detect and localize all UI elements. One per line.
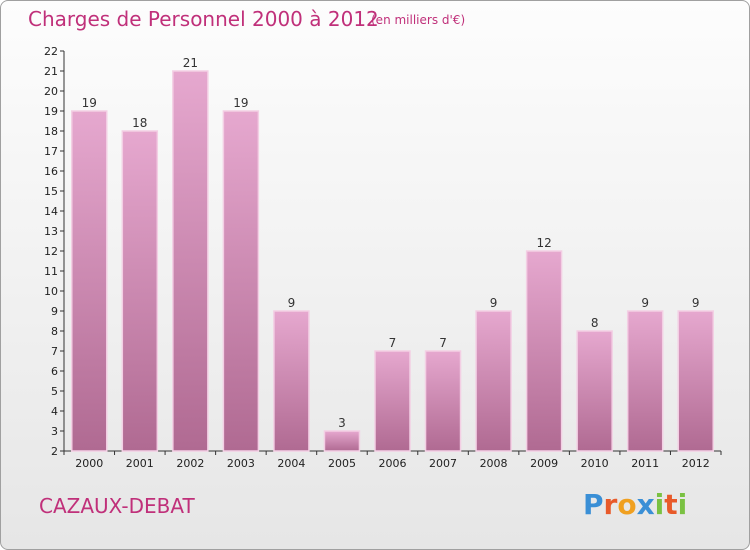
- x-tick-label: 2012: [682, 457, 710, 470]
- x-tick-label: 2011: [631, 457, 659, 470]
- logo-letter: i: [654, 488, 665, 521]
- x-tick-label: 2005: [328, 457, 356, 470]
- y-tick-label: 20: [44, 85, 58, 98]
- y-tick-label: 3: [51, 425, 58, 438]
- x-tick-label: 2001: [126, 457, 154, 470]
- bar: [424, 350, 462, 452]
- bar: [121, 130, 159, 452]
- data-labels: 19 18 21 19 9 3 7 7 9 12 8 9 9: [82, 56, 700, 430]
- y-tick-label: 14: [44, 205, 58, 218]
- bar-value-label: 19: [233, 96, 248, 110]
- bar: [323, 430, 361, 452]
- x-tick-label: 2004: [277, 457, 305, 470]
- x-tick-label: 2008: [480, 457, 508, 470]
- y-tick-label: 6: [51, 365, 58, 378]
- y-tick-label: 12: [44, 245, 58, 258]
- y-tick-label: 21: [44, 65, 58, 78]
- bar: [273, 310, 310, 452]
- bar-value-label: 7: [439, 336, 447, 350]
- bar-value-label: 21: [183, 56, 198, 70]
- x-tick-label: 2006: [379, 457, 407, 470]
- bar: [71, 110, 108, 452]
- y-tick-label: 19: [44, 105, 58, 118]
- y-axis: 2 3 4 5 6 7 8 9 10 11 12 13 14 15 16 17 18 19 20 21 22: [44, 45, 65, 458]
- x-tick-label: 2002: [176, 457, 204, 470]
- x-tick-label: 2000: [75, 457, 103, 470]
- bar: [475, 310, 512, 452]
- logo-letter: t: [664, 488, 678, 521]
- bar: [576, 330, 613, 452]
- x-tick-label: 2009: [530, 457, 558, 470]
- x-axis: 2000 2001 2002 2003 2004 2005 2006 2007 2008 2009…: [63, 450, 722, 470]
- y-tick-label: 13: [44, 225, 58, 238]
- logo-letter: P: [583, 488, 604, 521]
- x-tick-label: 2003: [227, 457, 255, 470]
- logo-letter: o: [617, 488, 637, 521]
- y-tick-label: 8: [51, 325, 58, 338]
- bar-value-label: 9: [692, 296, 700, 310]
- bar-value-label: 19: [82, 96, 97, 110]
- y-tick-label: 22: [44, 45, 58, 58]
- bar-value-label: 12: [536, 236, 551, 250]
- bar-value-label: 7: [389, 336, 397, 350]
- y-tick-label: 15: [44, 185, 58, 198]
- bar: [222, 110, 260, 452]
- bar-value-label: 9: [288, 296, 296, 310]
- x-tick-label: 2010: [581, 457, 609, 470]
- y-tick-label: 18: [44, 125, 58, 138]
- logo-letter: r: [603, 488, 618, 521]
- y-tick-label: 17: [44, 145, 58, 158]
- bar: [677, 310, 714, 452]
- y-tick-label: 4: [51, 405, 58, 418]
- bar: [172, 70, 209, 452]
- y-tick-label: 2: [51, 445, 58, 458]
- x-tick-label: 2007: [429, 457, 457, 470]
- logo-letter: x: [636, 488, 655, 521]
- bar-value-label: 18: [132, 116, 147, 130]
- proxiti-logo: Proxiti: [583, 488, 687, 521]
- chart-title: Charges de Personnel 2000 à 2012: [28, 7, 379, 31]
- bar-value-label: 9: [490, 296, 498, 310]
- y-tick-label: 11: [44, 265, 58, 278]
- logo-letter: i: [677, 488, 688, 521]
- bar-value-label: 8: [591, 316, 599, 330]
- y-tick-label: 7: [51, 345, 58, 358]
- y-tick-label: 9: [51, 305, 58, 318]
- bar: [626, 310, 664, 452]
- bars: [71, 70, 714, 452]
- y-tick-label: 16: [44, 165, 58, 178]
- chart-subtitle: (en milliers d'€): [371, 13, 466, 27]
- y-tick-label: 5: [51, 385, 58, 398]
- bar: [374, 350, 411, 452]
- y-tick-label: 10: [44, 285, 58, 298]
- bar: [525, 250, 563, 452]
- commune-name: CAZAUX-DEBAT: [39, 494, 195, 518]
- bar-value-label: 3: [338, 416, 346, 430]
- bar-value-label: 9: [641, 296, 649, 310]
